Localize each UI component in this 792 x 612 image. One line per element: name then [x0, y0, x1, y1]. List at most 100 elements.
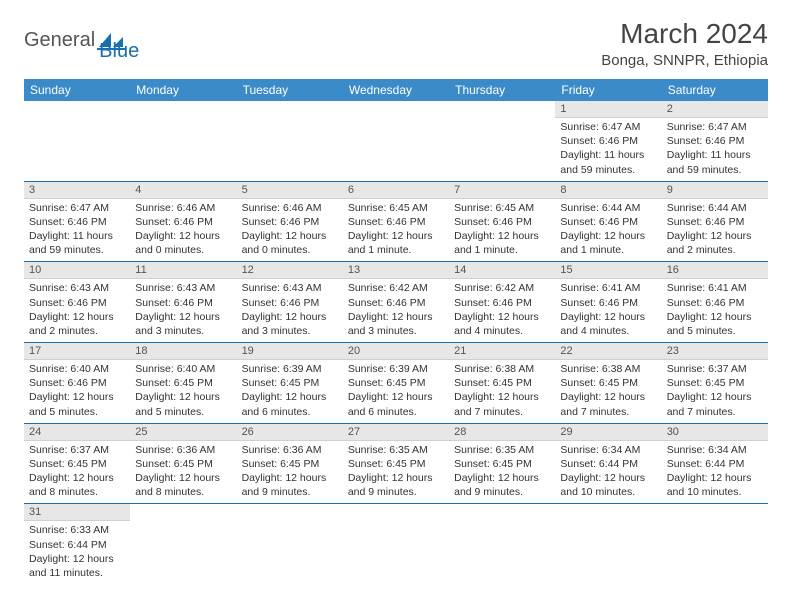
sunset-text: Sunset: 6:45 PM	[454, 457, 550, 471]
day-number: 4	[130, 182, 236, 199]
day-number: 16	[662, 262, 768, 279]
sunrise-text: Sunrise: 6:42 AM	[348, 281, 444, 295]
daylight-text: Daylight: 12 hours and 3 minutes.	[242, 310, 338, 338]
sunset-text: Sunset: 6:46 PM	[29, 376, 125, 390]
day-number: 2	[662, 101, 768, 118]
sunrise-text: Sunrise: 6:47 AM	[667, 120, 763, 134]
sunset-text: Sunset: 6:46 PM	[667, 215, 763, 229]
day-content: Sunrise: 6:36 AMSunset: 6:45 PMDaylight:…	[130, 441, 236, 504]
weekday-header: Saturday	[662, 79, 768, 101]
day-cell: 4Sunrise: 6:46 AMSunset: 6:46 PMDaylight…	[130, 182, 236, 262]
logo-text-blue: Blue	[99, 40, 139, 62]
daylight-text: Daylight: 12 hours and 1 minute.	[560, 229, 656, 257]
day-content: Sunrise: 6:45 AMSunset: 6:46 PMDaylight:…	[343, 199, 449, 262]
day-number: 13	[343, 262, 449, 279]
daylight-text: Daylight: 12 hours and 6 minutes.	[348, 390, 444, 418]
sunset-text: Sunset: 6:46 PM	[454, 215, 550, 229]
header: General Blue March 2024 Bonga, SNNPR, Et…	[24, 18, 768, 69]
day-content: Sunrise: 6:34 AMSunset: 6:44 PMDaylight:…	[662, 441, 768, 504]
weekday-header: Friday	[555, 79, 661, 101]
sunset-text: Sunset: 6:45 PM	[348, 457, 444, 471]
day-number: 14	[449, 262, 555, 279]
sunset-text: Sunset: 6:46 PM	[560, 215, 656, 229]
weekday-header: Sunday	[24, 79, 130, 101]
day-cell	[130, 504, 236, 584]
day-cell	[130, 101, 236, 181]
day-cell: 24Sunrise: 6:37 AMSunset: 6:45 PMDayligh…	[24, 424, 130, 504]
day-cell: 25Sunrise: 6:36 AMSunset: 6:45 PMDayligh…	[130, 424, 236, 504]
day-number: 28	[449, 424, 555, 441]
day-cell: 8Sunrise: 6:44 AMSunset: 6:46 PMDaylight…	[555, 182, 661, 262]
sunset-text: Sunset: 6:46 PM	[29, 296, 125, 310]
day-number: 27	[343, 424, 449, 441]
day-cell: 22Sunrise: 6:38 AMSunset: 6:45 PMDayligh…	[555, 343, 661, 423]
day-cell	[662, 504, 768, 584]
day-cell: 19Sunrise: 6:39 AMSunset: 6:45 PMDayligh…	[237, 343, 343, 423]
day-cell: 26Sunrise: 6:36 AMSunset: 6:45 PMDayligh…	[237, 424, 343, 504]
day-cell	[343, 504, 449, 584]
sunrise-text: Sunrise: 6:35 AM	[454, 443, 550, 457]
sunrise-text: Sunrise: 6:39 AM	[348, 362, 444, 376]
sunrise-text: Sunrise: 6:40 AM	[135, 362, 231, 376]
daylight-text: Daylight: 12 hours and 8 minutes.	[29, 471, 125, 499]
sunset-text: Sunset: 6:46 PM	[242, 296, 338, 310]
day-cell: 9Sunrise: 6:44 AMSunset: 6:46 PMDaylight…	[662, 182, 768, 262]
week-row: 1Sunrise: 6:47 AMSunset: 6:46 PMDaylight…	[24, 101, 768, 181]
sunset-text: Sunset: 6:45 PM	[454, 376, 550, 390]
weekday-header-row: Sunday Monday Tuesday Wednesday Thursday…	[24, 79, 768, 101]
day-number: 31	[24, 504, 130, 521]
sunrise-text: Sunrise: 6:45 AM	[348, 201, 444, 215]
day-cell: 30Sunrise: 6:34 AMSunset: 6:44 PMDayligh…	[662, 424, 768, 504]
day-number: 5	[237, 182, 343, 199]
daylight-text: Daylight: 12 hours and 2 minutes.	[29, 310, 125, 338]
day-cell: 14Sunrise: 6:42 AMSunset: 6:46 PMDayligh…	[449, 262, 555, 342]
daylight-text: Daylight: 12 hours and 0 minutes.	[242, 229, 338, 257]
day-number: 19	[237, 343, 343, 360]
day-number: 12	[237, 262, 343, 279]
day-cell: 21Sunrise: 6:38 AMSunset: 6:45 PMDayligh…	[449, 343, 555, 423]
sunset-text: Sunset: 6:45 PM	[29, 457, 125, 471]
week-row: 31Sunrise: 6:33 AMSunset: 6:44 PMDayligh…	[24, 504, 768, 584]
day-number: 6	[343, 182, 449, 199]
sunset-text: Sunset: 6:46 PM	[135, 215, 231, 229]
day-content: Sunrise: 6:44 AMSunset: 6:46 PMDaylight:…	[662, 199, 768, 262]
day-content: Sunrise: 6:34 AMSunset: 6:44 PMDaylight:…	[555, 441, 661, 504]
weekday-header: Thursday	[449, 79, 555, 101]
daylight-text: Daylight: 12 hours and 10 minutes.	[560, 471, 656, 499]
daylight-text: Daylight: 12 hours and 7 minutes.	[667, 390, 763, 418]
daylight-text: Daylight: 11 hours and 59 minutes.	[560, 148, 656, 176]
calendar-table: Sunday Monday Tuesday Wednesday Thursday…	[24, 79, 768, 584]
day-cell: 20Sunrise: 6:39 AMSunset: 6:45 PMDayligh…	[343, 343, 449, 423]
day-number: 18	[130, 343, 236, 360]
sunset-text: Sunset: 6:46 PM	[348, 215, 444, 229]
sunrise-text: Sunrise: 6:40 AM	[29, 362, 125, 376]
day-cell	[555, 504, 661, 584]
sunset-text: Sunset: 6:44 PM	[667, 457, 763, 471]
daylight-text: Daylight: 11 hours and 59 minutes.	[667, 148, 763, 176]
day-content: Sunrise: 6:46 AMSunset: 6:46 PMDaylight:…	[130, 199, 236, 262]
sunrise-text: Sunrise: 6:44 AM	[560, 201, 656, 215]
day-cell	[24, 101, 130, 181]
sunset-text: Sunset: 6:46 PM	[560, 134, 656, 148]
day-cell: 27Sunrise: 6:35 AMSunset: 6:45 PMDayligh…	[343, 424, 449, 504]
day-content: Sunrise: 6:45 AMSunset: 6:46 PMDaylight:…	[449, 199, 555, 262]
day-cell: 16Sunrise: 6:41 AMSunset: 6:46 PMDayligh…	[662, 262, 768, 342]
sunrise-text: Sunrise: 6:41 AM	[667, 281, 763, 295]
sunrise-text: Sunrise: 6:39 AM	[242, 362, 338, 376]
sunrise-text: Sunrise: 6:38 AM	[560, 362, 656, 376]
day-number: 22	[555, 343, 661, 360]
sunset-text: Sunset: 6:45 PM	[667, 376, 763, 390]
day-cell	[449, 504, 555, 584]
day-cell: 3Sunrise: 6:47 AMSunset: 6:46 PMDaylight…	[24, 182, 130, 262]
day-content: Sunrise: 6:40 AMSunset: 6:46 PMDaylight:…	[24, 360, 130, 423]
day-cell: 23Sunrise: 6:37 AMSunset: 6:45 PMDayligh…	[662, 343, 768, 423]
day-number: 25	[130, 424, 236, 441]
sunset-text: Sunset: 6:44 PM	[560, 457, 656, 471]
day-cell	[237, 504, 343, 584]
daylight-text: Daylight: 12 hours and 11 minutes.	[29, 552, 125, 580]
day-content: Sunrise: 6:40 AMSunset: 6:45 PMDaylight:…	[130, 360, 236, 423]
sunrise-text: Sunrise: 6:42 AM	[454, 281, 550, 295]
month-title: March 2024	[601, 18, 768, 50]
daylight-text: Daylight: 12 hours and 4 minutes.	[454, 310, 550, 338]
sunrise-text: Sunrise: 6:43 AM	[242, 281, 338, 295]
